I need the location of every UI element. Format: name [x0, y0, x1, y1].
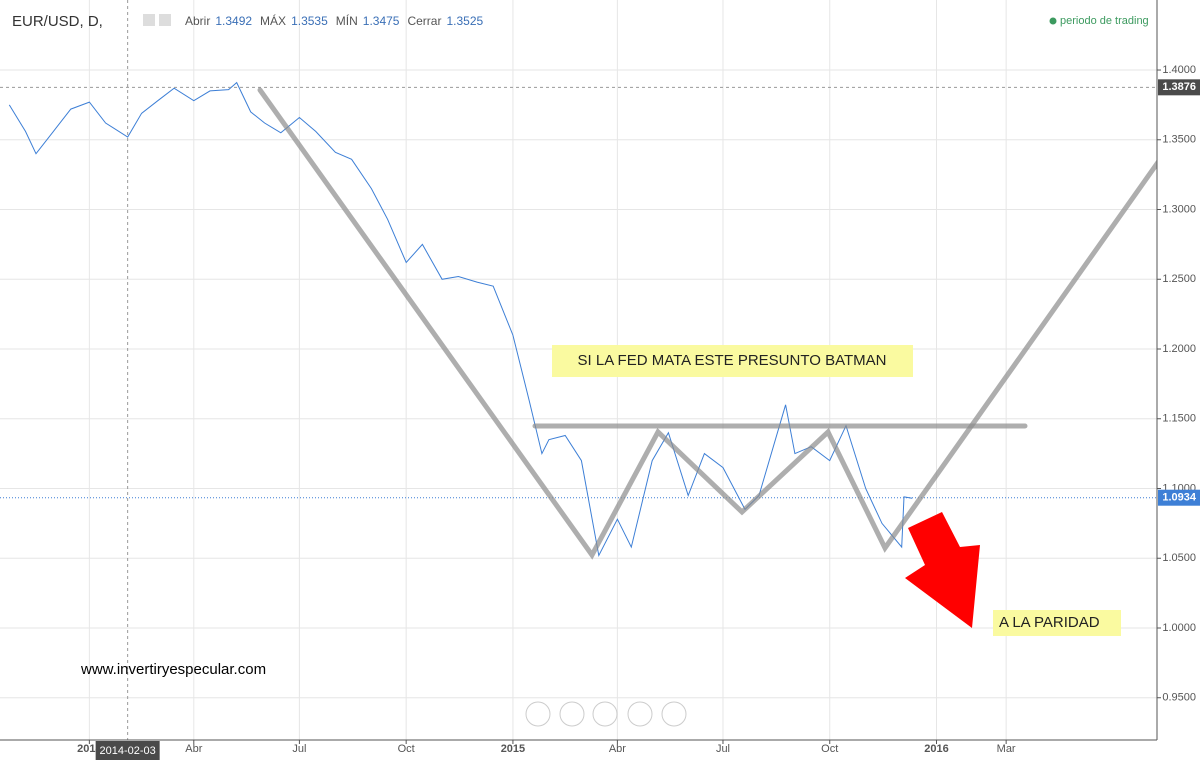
nav-left[interactable]	[525, 701, 551, 727]
last-price-box	[1158, 489, 1200, 506]
crosshair-date: 2014-02-03	[100, 745, 156, 757]
y-tick-label: 0.9500	[1162, 692, 1196, 704]
y-tick-label: 1.1500	[1162, 413, 1196, 425]
x-tick-label: 2016	[924, 743, 948, 755]
session-label: periodo de trading	[1060, 15, 1149, 27]
x-tick-label: Jul	[716, 743, 730, 755]
red-arrow	[905, 512, 980, 628]
last-price: 1.0934	[1162, 492, 1197, 504]
x-tick-label: Mar	[997, 743, 1016, 755]
pattern-line	[257, 87, 1198, 560]
crosshair-date-box	[95, 741, 160, 760]
x-tick-label: Jul	[292, 743, 306, 755]
ohlc: Abrir 1.3492 MÁX 1.3535 MÍN 1.3475 Cerrar 1.352…	[185, 13, 484, 28]
y-tick-label: 1.0500	[1162, 552, 1196, 564]
x-tick-label: 2015	[501, 743, 525, 755]
x-tick-label: Oct	[821, 743, 838, 755]
x-tick-label: Oct	[398, 743, 415, 755]
crosshair-price: 1.3876	[1162, 81, 1196, 93]
y-tick-label: 1.0000	[1162, 622, 1196, 634]
symbol: EUR/USD, D,	[12, 13, 103, 30]
y-tick-label: 1.3000	[1162, 203, 1196, 215]
annotation-box	[552, 345, 913, 377]
y-tick-label: 1.3500	[1162, 134, 1196, 146]
ohlc-label: MÍN	[336, 13, 358, 28]
ohlc-label: Abrir	[185, 14, 210, 28]
nav-right[interactable]	[661, 701, 687, 727]
y-tick-label: 1.4000	[1162, 64, 1196, 76]
price-axis	[1157, 0, 1203, 760]
x-tick-label: Abr	[609, 743, 626, 755]
pattern-lines	[257, 87, 1198, 560]
price-line	[8, 81, 913, 558]
annotation: A LA PARIDAD	[999, 614, 1100, 631]
annotation: SI LA FED MATA ESTE PRESUNTO BATMAN	[578, 352, 887, 369]
session-dot	[1049, 17, 1057, 25]
ohlc-value: 1.3475	[363, 14, 400, 28]
ohlc-value: 1.3492	[215, 14, 252, 28]
y-tick-label: 1.2000	[1162, 343, 1196, 355]
ohlc-label: Cerrar	[407, 14, 441, 28]
plot	[0, 0, 1157, 740]
watermark: www.invertiryespecular.com	[80, 661, 266, 678]
x-tick-label: Abr	[185, 743, 202, 755]
zoom-in[interactable]	[627, 701, 653, 727]
icon[interactable]	[143, 14, 155, 26]
crosshair-price-box	[1158, 79, 1200, 96]
axes: 0.95001.00001.05001.10001.15001.20001.25…	[77, 64, 1200, 760]
zoom-out[interactable]	[559, 701, 585, 727]
ohlc-value: 1.3535	[291, 14, 328, 28]
reset[interactable]	[592, 701, 618, 727]
icon[interactable]	[159, 14, 171, 26]
ohlc-value: 1.3525	[446, 14, 483, 28]
y-tick-label: 1.2500	[1162, 273, 1196, 285]
annotation-box	[993, 610, 1121, 636]
navigation	[525, 701, 687, 727]
ohlc-label: MÁX	[260, 13, 286, 28]
